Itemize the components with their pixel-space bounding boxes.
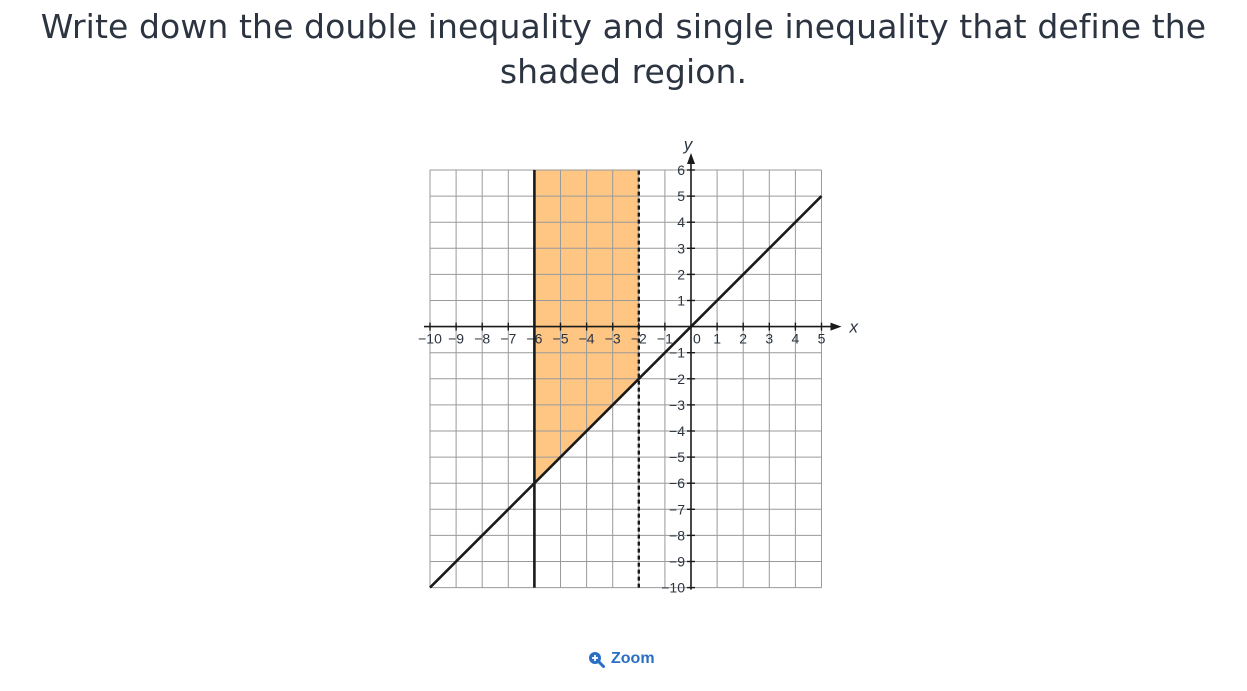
zoom-button[interactable]: Zoom xyxy=(588,650,655,668)
y-axis-arrow xyxy=(687,153,695,164)
x-tick-label: −2 xyxy=(631,331,647,347)
y-tick-label: 5 xyxy=(677,188,685,204)
x-tick-label: −9 xyxy=(448,331,464,347)
x-tick-label: 1 xyxy=(713,331,721,347)
x-tick-label: −5 xyxy=(553,331,569,347)
zoom-in-icon xyxy=(589,651,605,668)
y-tick-label: −1 xyxy=(669,345,685,361)
x-tick-label: −3 xyxy=(605,331,621,347)
y-tick-label: 3 xyxy=(677,240,685,256)
x-axis-arrow xyxy=(830,322,842,331)
grid-layer xyxy=(429,169,822,589)
x-tick-label: −1 xyxy=(657,331,673,347)
boundary-lines-layer xyxy=(429,170,823,589)
y-tick-label: −10 xyxy=(661,580,685,596)
x-axis-label: x xyxy=(849,318,859,337)
x-tick-label: −8 xyxy=(474,331,490,347)
x-tick-label: 3 xyxy=(765,331,773,347)
tick-labels-layer: −10 −9 −8 −7 −6 −5 −4 −3 −2 −1 0 1 2 3 4 5654321−1−2−3−… xyxy=(418,135,858,596)
coordinate-graph: −10 −9 −8 −7 −6 −5 −4 −3 −2 −1 0 1 2 3 4 5654321−1−2−3−… xyxy=(418,135,858,596)
x-tick-label: 2 xyxy=(739,331,747,347)
boundary-line-solid xyxy=(429,195,823,589)
question-text: Write down the double inequality and sin… xyxy=(40,7,1207,91)
y-tick-label: 6 xyxy=(677,162,685,178)
x-tick-label: 5 xyxy=(818,331,826,347)
x-tick-label: −10 xyxy=(418,331,442,347)
y-tick-label: −4 xyxy=(669,423,685,439)
x-tick-label: −4 xyxy=(579,331,595,347)
y-tick-label: 2 xyxy=(677,266,685,282)
x-tick-label: −7 xyxy=(500,331,516,347)
y-tick-label: −9 xyxy=(669,554,685,570)
x-tick-label: −6 xyxy=(526,331,542,347)
y-tick-label: −2 xyxy=(669,371,685,387)
y-tick-label: 4 xyxy=(677,214,685,230)
y-tick-label: 1 xyxy=(677,293,685,309)
y-axis-label: y xyxy=(683,135,694,154)
y-tick-label: −7 xyxy=(669,501,685,517)
y-tick-label: −3 xyxy=(669,397,685,413)
y-tick-label: −5 xyxy=(669,449,685,465)
x-tick-label: 0 xyxy=(693,331,701,347)
y-tick-label: −8 xyxy=(669,527,685,543)
y-tick-label: −6 xyxy=(669,475,685,491)
zoom-label: Zoom xyxy=(611,650,655,667)
x-tick-label: 4 xyxy=(792,331,800,347)
